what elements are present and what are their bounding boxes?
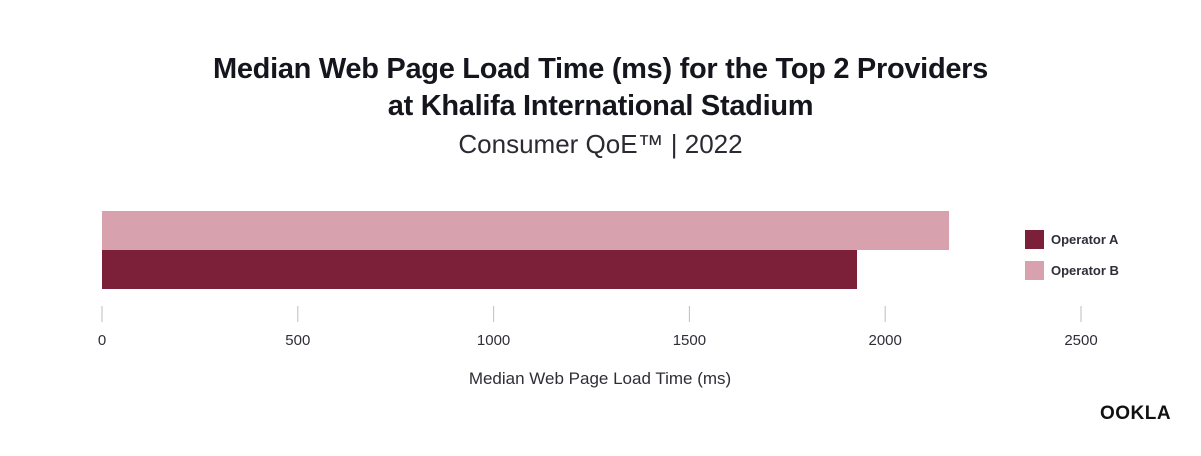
legend-label-operator-a: Operator A [1051,231,1119,247]
x-axis-ticks: 0 500 1000 1500 2000 2500 [98,306,1098,349]
legend-item-operator-a: Operator A [1025,229,1119,249]
legend-item-operator-b: Operator B [1025,260,1119,280]
x-tick-label: 2500 [1064,332,1097,349]
bar-operator-a [102,250,858,289]
bars-group [102,211,950,289]
bar-operator-b [102,211,950,250]
legend-label-operator-b: Operator B [1051,262,1119,278]
ookla-logo: OOKLA [1100,403,1172,424]
legend-swatch-operator-a [1025,229,1044,249]
x-tick-label: 1500 [673,332,706,349]
chart-title-line-2: at Khalifa International Stadium [387,90,814,122]
legend: Operator A Operator B [1025,229,1119,291]
legend-swatch-operator-b [1025,260,1044,280]
x-tick-label: 0 [98,332,106,349]
chart-title-line-1: Median Web Page Load Time (ms) for the T… [213,53,988,85]
chart-subtitle: Consumer QoE™ | 2022 [458,129,743,159]
x-tick-label: 500 [285,332,310,349]
x-tick-label: 1000 [477,332,510,349]
x-axis-title: Median Web Page Load Time (ms) [469,369,731,388]
x-tick-label: 2000 [869,332,902,349]
